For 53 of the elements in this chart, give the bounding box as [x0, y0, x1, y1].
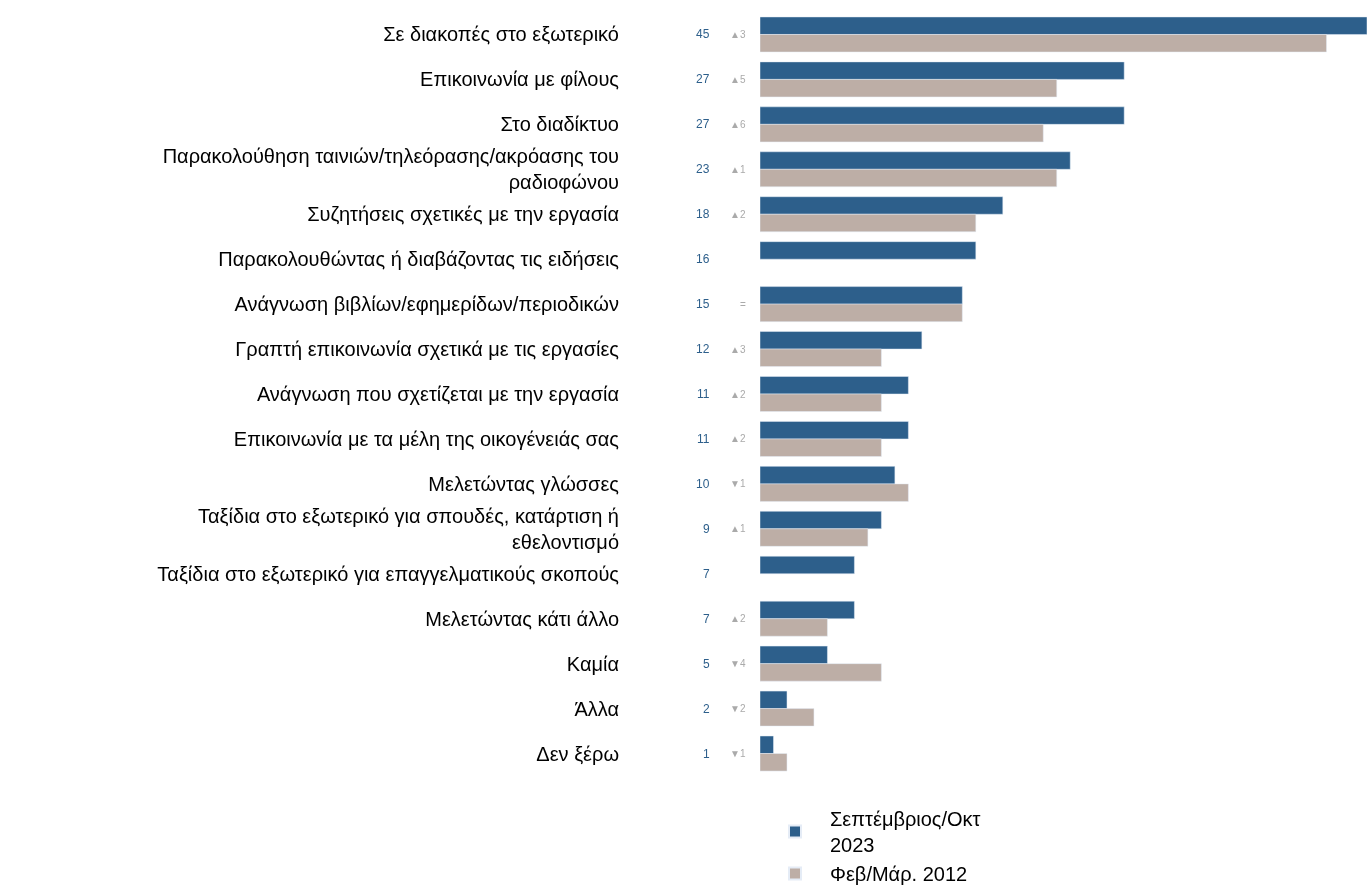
y-tick-label: Ταξίδια στο εξωτερικό για σπουδές, κατάρτιση ή εθελοντισμό [198, 504, 619, 553]
data-label: 11 [697, 387, 710, 401]
data-label: 18 [696, 207, 710, 221]
data-label: 5 [703, 657, 710, 671]
bar [760, 555, 855, 575]
legend-label: Φεβ/Μάρ. 2012 [830, 863, 968, 886]
data-label: 15 [696, 297, 710, 311]
text: ▲2 [730, 613, 746, 624]
data-label: 7 [703, 612, 710, 626]
y-tick-label: Παρακολουθώντας ή διαβάζοντας τις ειδήσεις [218, 248, 620, 271]
data-label: 7 [703, 567, 710, 581]
y-tick-label: Γραπτή επικοινωνία σχετικά με τις εργασίες [235, 338, 620, 361]
text: ▲5 [730, 74, 746, 85]
text: ▲2 [730, 433, 746, 444]
bar [760, 241, 977, 260]
text: ▲2 [730, 389, 746, 400]
text: ▼1 [730, 478, 746, 489]
data-label: 27 [696, 117, 710, 131]
text: ▲3 [730, 344, 746, 355]
text: ▼1 [730, 748, 746, 759]
y-tick-label: Μελετώντας κάτι άλλο [425, 607, 619, 630]
text: ▲6 [730, 119, 746, 130]
y-tick-label: Επικοινωνία με τα μέλη της οικογένειάς σας [233, 427, 620, 450]
y-tick-label: Ανάγνωση βιβλίων/εφημερίδων/περιοδικών [234, 293, 619, 316]
data-label: 1 [703, 747, 710, 761]
text: ▲1 [730, 164, 746, 175]
data-label: 12 [696, 342, 710, 356]
text: ▼2 [730, 703, 746, 714]
y-tick-label: Δεν ξέρω [536, 742, 619, 765]
text: ▲1 [730, 523, 746, 534]
y-tick-label: Παρακολούθηση ταινιών/τηλεόρασης/ακρόασης του ραδιοφώνου [162, 145, 619, 194]
y-tick-label: Συζητήσεις σχετικές με την εργασία [307, 203, 619, 226]
y-tick-label: Άλλα [574, 697, 619, 720]
y-tick-label: Επικοινωνία με φίλους [420, 68, 620, 91]
y-tick-label: Μελετώντας γλώσσες [428, 472, 620, 495]
data-label: 11 [697, 432, 710, 446]
text: = [740, 299, 746, 310]
y-tick-label: Ανάγνωση που σχετίζεται με την εργασία [256, 383, 619, 405]
data-label: 23 [696, 162, 710, 176]
text: ▲3 [730, 29, 746, 40]
data-label: 9 [703, 522, 710, 536]
data-label: 27 [696, 72, 710, 86]
y-tick-label: Καμία [566, 652, 619, 675]
y-tick-label: Ταξίδια στο εξωτερικό για επαγγελματικούς σκοπούς [157, 562, 620, 585]
data-label: 10 [696, 477, 710, 491]
data-label: 2 [703, 702, 710, 716]
legend-label: Σεπτέμβριος/Οκτ 2023 [830, 808, 981, 857]
y-tick-label: Σε διακοπές στο εξωτερικό [383, 23, 619, 46]
text: ▲2 [730, 209, 746, 220]
data-label: 45 [696, 27, 710, 41]
y-tick-label: Στο διαδίκτυο [500, 113, 619, 136]
data-label: 16 [696, 252, 710, 266]
text: ▼4 [730, 658, 746, 669]
